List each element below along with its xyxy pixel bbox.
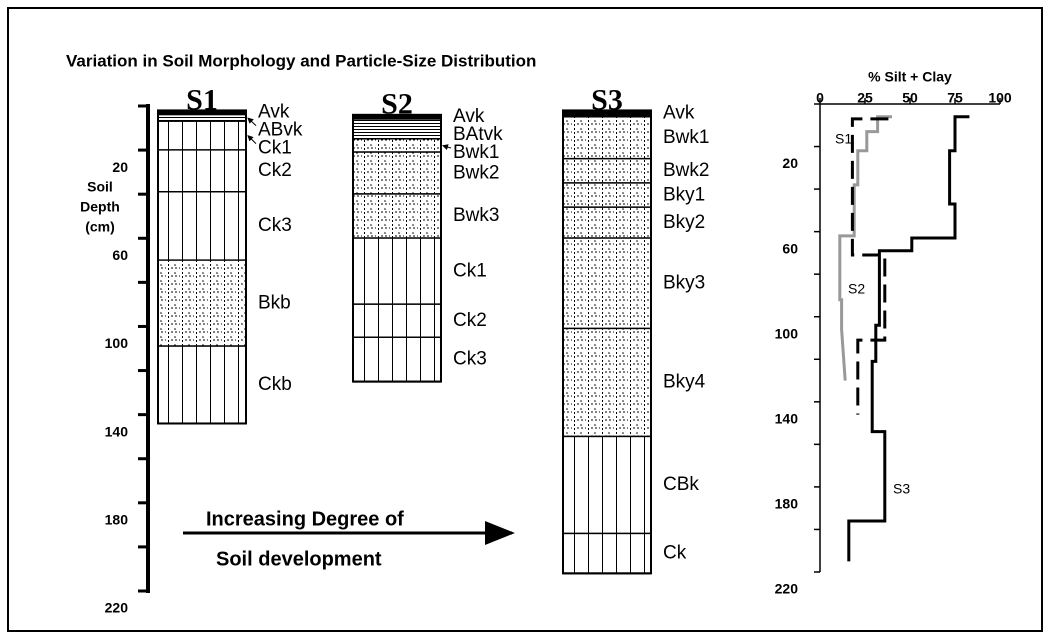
horizon-label: Bky3 — [663, 272, 705, 293]
depth-axis-label: Depth — [80, 199, 120, 215]
horizon — [352, 138, 442, 153]
horizon-label: Bwk1 — [453, 142, 499, 163]
horizon — [352, 151, 442, 195]
depth-axis-label: (cm) — [85, 219, 115, 235]
horizon-label: Bky2 — [663, 212, 705, 233]
horizon-label: Bky1 — [663, 184, 705, 205]
y-tick-label: 20 — [782, 155, 798, 171]
x-tick-label: 0 — [816, 90, 824, 106]
series-label: S3 — [893, 481, 910, 497]
depth-tick-label: 180 — [105, 512, 129, 528]
depth-tick-label: 20 — [112, 159, 128, 175]
horizon-label: Bwk2 — [453, 162, 499, 183]
horizon-label: Avk — [453, 106, 485, 127]
horizon — [157, 120, 247, 151]
depth-axis-label: Soil — [87, 179, 113, 195]
horizon — [562, 533, 652, 574]
profile-outline — [157, 109, 247, 425]
horizon — [157, 259, 247, 347]
horizon — [562, 182, 652, 208]
chart-title: % Silt + Clay — [868, 69, 952, 85]
y-tick-label: 180 — [775, 496, 799, 512]
depth-tick-label: 100 — [105, 335, 129, 351]
horizon-label: Avk — [663, 103, 695, 124]
horizon-label: Ck1 — [453, 260, 487, 281]
horizon-label: Bwk2 — [663, 160, 709, 181]
horizon-label: Bkb — [258, 292, 291, 313]
y-tick-label: 220 — [775, 581, 799, 597]
series-line — [847, 115, 970, 562]
depth-tick-label: 140 — [105, 423, 129, 439]
depth-tick-label: 60 — [112, 247, 128, 263]
horizon — [562, 116, 652, 160]
horizon — [562, 237, 652, 330]
horizon-label: BAtvk — [453, 124, 503, 145]
horizon-label: Ck3 — [453, 349, 487, 370]
series-line — [838, 115, 892, 381]
horizon-label: CBk — [663, 474, 699, 495]
profile-outline — [352, 113, 442, 383]
horizon-leader — [442, 144, 452, 150]
depth-tick-label: 220 — [105, 600, 129, 616]
horizon — [562, 328, 652, 438]
horizon — [352, 118, 442, 140]
series-label: S2 — [848, 281, 865, 297]
horizon-label: Bwk3 — [453, 205, 499, 226]
horizon-label: Bky4 — [663, 372, 706, 393]
horizon — [157, 149, 247, 193]
series-label: S1 — [835, 131, 852, 147]
y-tick-label: 60 — [782, 240, 798, 256]
horizon — [352, 193, 442, 239]
horizon-label: Ck2 — [258, 160, 292, 181]
series-line — [850, 117, 889, 415]
horizon — [352, 303, 442, 338]
figure-title: Variation in Soil Morphology and Particl… — [66, 51, 536, 70]
horizon-label: Ck — [663, 543, 687, 564]
horizon — [157, 191, 247, 261]
horizon-label: Ck3 — [258, 215, 292, 236]
y-tick-label: 100 — [775, 325, 799, 341]
x-tick-label: 25 — [857, 90, 873, 106]
horizon-leader — [247, 135, 257, 144]
profile-outline — [562, 109, 652, 575]
horizon — [157, 345, 247, 424]
horizon — [562, 206, 652, 239]
horizon — [352, 237, 442, 305]
horizon — [562, 436, 652, 535]
horizon-label: ABvk — [258, 120, 303, 141]
horizon-label: Ckb — [258, 374, 292, 395]
horizon-label: Ck2 — [453, 310, 487, 331]
x-tick-label: 75 — [947, 90, 963, 106]
x-tick-label: 100 — [988, 90, 1012, 106]
horizon-label: Ck1 — [258, 138, 292, 159]
arrow-text: Increasing Degree of — [206, 508, 404, 530]
horizon — [562, 158, 652, 184]
arrow-text: Soil development — [216, 548, 382, 570]
horizon — [352, 336, 442, 383]
horizon-leader — [247, 117, 257, 126]
y-tick-label: 140 — [775, 411, 799, 427]
horizon-label: Avk — [258, 102, 290, 123]
x-tick-label: 50 — [902, 90, 918, 106]
horizon-label: Bwk1 — [663, 127, 709, 148]
